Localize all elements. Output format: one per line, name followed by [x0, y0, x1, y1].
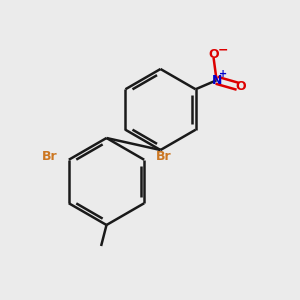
Text: Br: Br — [156, 150, 172, 163]
Text: O: O — [236, 80, 247, 93]
Text: O: O — [208, 48, 219, 61]
Text: −: − — [217, 44, 228, 57]
Text: +: + — [219, 69, 227, 79]
Text: Br: Br — [41, 150, 57, 163]
Text: N: N — [212, 74, 222, 87]
